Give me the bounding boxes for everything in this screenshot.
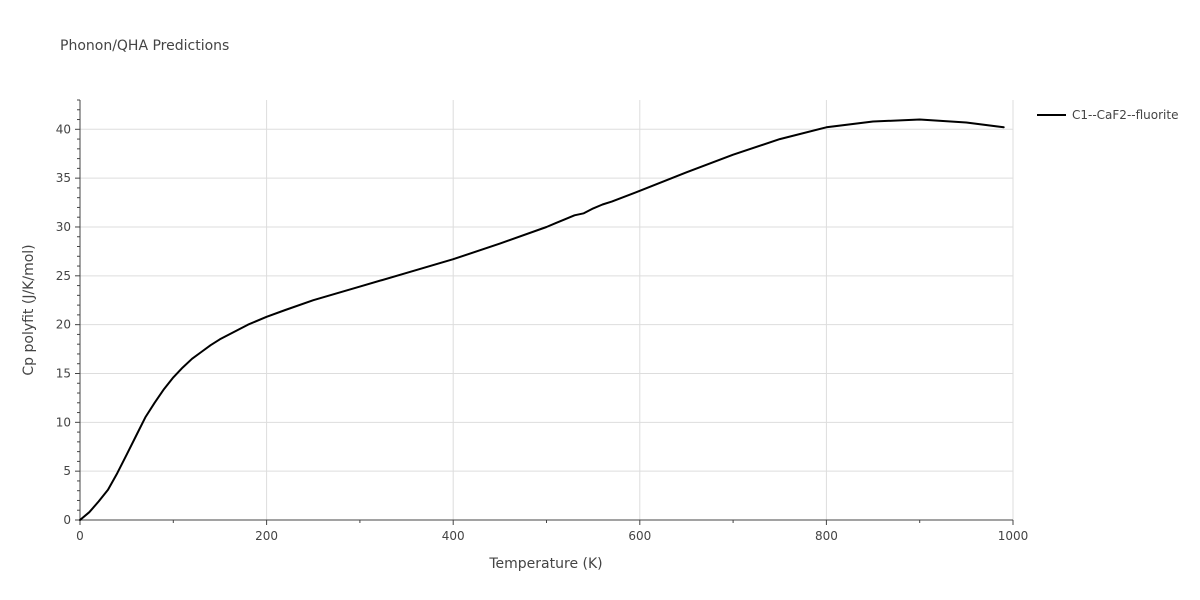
y-axis-ticks: 0 5 10 15 20 25 30 35 40 — [56, 99, 80, 527]
grid — [80, 100, 1014, 520]
plot-area — [79, 118, 1005, 521]
y-axis-title: Cp polyfit (J/K/mol) — [21, 244, 37, 375]
legend-item[interactable]: C1--CaF2--fluorite — [1037, 108, 1178, 122]
x-tick-label: 200 — [255, 529, 278, 543]
y-tick-label: 15 — [56, 366, 71, 380]
legend[interactable]: C1--CaF2--fluorite — [1037, 108, 1178, 122]
y-tick-label: 0 — [63, 513, 71, 527]
x-axis-ticks: 0 200 400 600 800 1000 — [76, 520, 1028, 543]
y-tick-label: 10 — [56, 415, 71, 429]
y-tick-label: 30 — [56, 220, 71, 234]
x-axis-title: Temperature (K) — [488, 556, 602, 572]
y-tick-label: 20 — [56, 318, 71, 332]
x-tick-label: 1000 — [998, 529, 1029, 543]
legend-label: C1--CaF2--fluorite — [1072, 108, 1178, 122]
series-line[interactable] — [79, 118, 1005, 521]
y-tick-label: 25 — [56, 269, 71, 283]
y-tick-label: 5 — [63, 464, 71, 478]
y-tick-label: 35 — [56, 171, 71, 185]
x-tick-label: 600 — [628, 529, 651, 543]
x-tick-label: 800 — [815, 529, 838, 543]
axes — [79, 100, 1013, 521]
chart-title: Phonon/QHA Predictions — [60, 38, 229, 54]
y-tick-label: 40 — [56, 122, 71, 136]
x-tick-label: 0 — [76, 529, 84, 543]
x-tick-label: 400 — [442, 529, 465, 543]
